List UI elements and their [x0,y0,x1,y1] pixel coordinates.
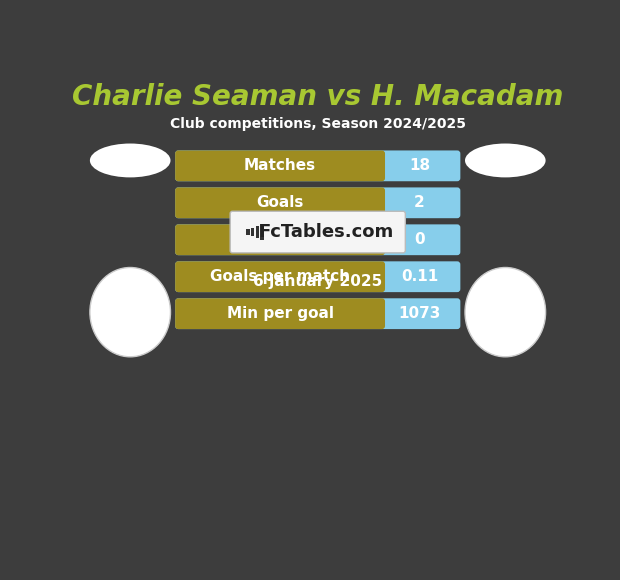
Text: 0.11: 0.11 [401,269,438,284]
Text: Matches: Matches [244,158,316,173]
FancyBboxPatch shape [175,224,385,255]
Ellipse shape [465,143,546,177]
FancyBboxPatch shape [175,262,460,292]
Text: 18: 18 [409,158,430,173]
FancyBboxPatch shape [255,226,259,238]
Text: Charlie Seaman vs H. Macadam: Charlie Seaman vs H. Macadam [72,82,564,111]
Ellipse shape [465,267,546,357]
FancyBboxPatch shape [175,224,460,255]
Text: Goals per match: Goals per match [210,269,350,284]
Text: 6 january 2025: 6 january 2025 [253,274,383,289]
FancyBboxPatch shape [175,150,460,182]
Text: 0: 0 [414,232,425,247]
Text: Hattricks: Hattricks [241,232,319,247]
Ellipse shape [90,267,170,357]
FancyBboxPatch shape [247,229,249,235]
FancyBboxPatch shape [230,211,405,253]
Text: Min per goal: Min per goal [226,306,334,321]
Text: 1073: 1073 [399,306,441,321]
FancyBboxPatch shape [175,187,385,218]
FancyBboxPatch shape [251,228,254,236]
Text: 2: 2 [414,195,425,211]
Text: FcTables.com: FcTables.com [259,223,394,241]
FancyBboxPatch shape [260,224,264,240]
FancyBboxPatch shape [175,187,460,218]
Ellipse shape [90,143,170,177]
FancyBboxPatch shape [175,298,460,329]
FancyBboxPatch shape [175,150,385,182]
Text: Goals: Goals [257,195,304,211]
FancyBboxPatch shape [175,262,385,292]
FancyBboxPatch shape [175,298,385,329]
Text: Club competitions, Season 2024/2025: Club competitions, Season 2024/2025 [170,117,466,130]
